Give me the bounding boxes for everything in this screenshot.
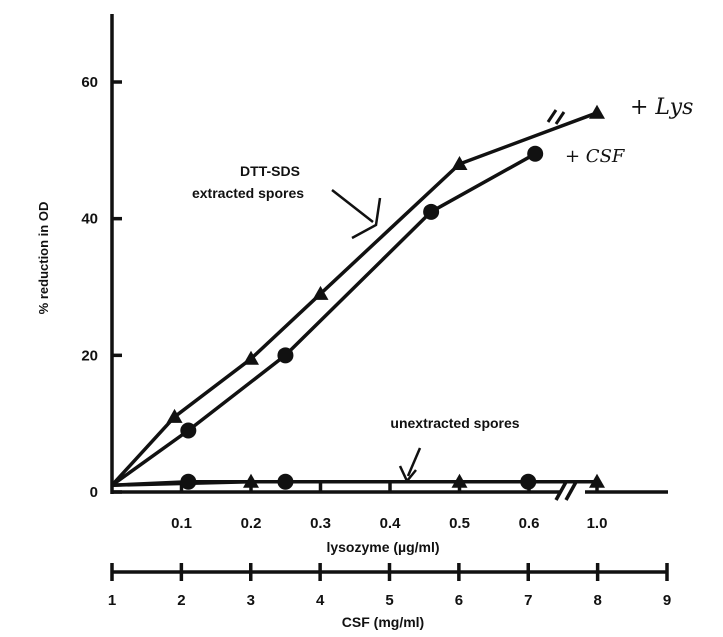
annotation-unextracted-spores: unextracted spores — [390, 415, 519, 431]
y-tick-label: 20 — [81, 347, 98, 364]
x-tick-label-csf: 4 — [316, 592, 325, 609]
triangle-marker — [166, 408, 183, 423]
x-axis-label-lysozyme: lysozyme (µg/ml) — [326, 539, 439, 555]
series-label-lys: + Lys — [630, 95, 693, 120]
arrow-unextracted-head — [398, 465, 417, 484]
y-tick-label: 0 — [90, 484, 98, 501]
axes — [110, 14, 669, 581]
triangle-marker — [589, 473, 605, 488]
x-tick-label-lysozyme: 0.2 — [241, 515, 262, 532]
y-tick-label: 60 — [81, 74, 98, 91]
series-line — [110, 152, 537, 487]
arrow-unextracted — [406, 447, 422, 477]
triangle-marker — [243, 350, 259, 365]
x-axis-label-csf: CSF (mg/ml) — [342, 614, 424, 630]
y-axis-label: % reduction in OD — [36, 202, 51, 315]
x-tick-label-csf: 8 — [593, 592, 601, 609]
annotation-arrows — [331, 189, 422, 484]
circle-marker — [180, 422, 197, 439]
x-tick-label-lysozyme: 0.1 — [171, 515, 192, 532]
x-tick-label-csf: 2 — [177, 592, 185, 609]
x-axis-break-mark-2 — [564, 481, 578, 501]
triangle-marker — [243, 473, 259, 488]
y-tick-labels: 0 20 40 60 — [81, 74, 98, 501]
x-tick-label-csf: 9 — [663, 592, 671, 609]
x-tick-label-lysozyme: 0.3 — [310, 515, 331, 532]
series-markers — [166, 104, 605, 490]
x-tick-label-csf: 3 — [247, 592, 255, 609]
annotation-dtt-sds: DTT-SDS — [240, 163, 300, 179]
y-tick-label: 40 — [81, 211, 98, 228]
triangle-marker — [312, 285, 329, 300]
x-tick-label-csf: 7 — [524, 592, 532, 609]
x-tick-label-lysozyme: 0.4 — [380, 515, 402, 532]
series-break-mark — [546, 109, 566, 125]
circle-marker — [527, 145, 544, 162]
triangle-marker — [589, 104, 605, 119]
triangle-marker — [451, 473, 468, 488]
x-tick-label-csf: 5 — [385, 592, 393, 609]
triangle-marker — [451, 156, 468, 170]
x-tick-label-lysozyme: 0.5 — [449, 515, 470, 532]
circle-marker — [277, 347, 294, 364]
x-axis-break-mark-1 — [554, 481, 568, 501]
x-tick-label-csf: 1 — [108, 592, 116, 609]
x-tick-label-lysozyme: 1.0 — [587, 515, 608, 532]
annotation-extracted-spores: extracted spores — [192, 185, 304, 201]
x-tick-labels: 0.1 0.2 0.3 0.4 0.5 0.6 1.0 1 2 3 4 5 6 7 8 9 — [108, 515, 671, 609]
arrow-extracted — [331, 189, 374, 223]
arrow-extracted-head — [351, 197, 382, 240]
x-tick-label-lysozyme: 0.6 — [519, 515, 540, 532]
series-label-csf: + CSF — [565, 146, 626, 167]
circle-marker — [423, 203, 440, 220]
circle-marker — [180, 473, 197, 490]
circle-marker — [277, 473, 294, 490]
x-tick-label-csf: 6 — [455, 592, 463, 609]
series-line — [110, 111, 598, 487]
circle-marker — [520, 473, 537, 490]
